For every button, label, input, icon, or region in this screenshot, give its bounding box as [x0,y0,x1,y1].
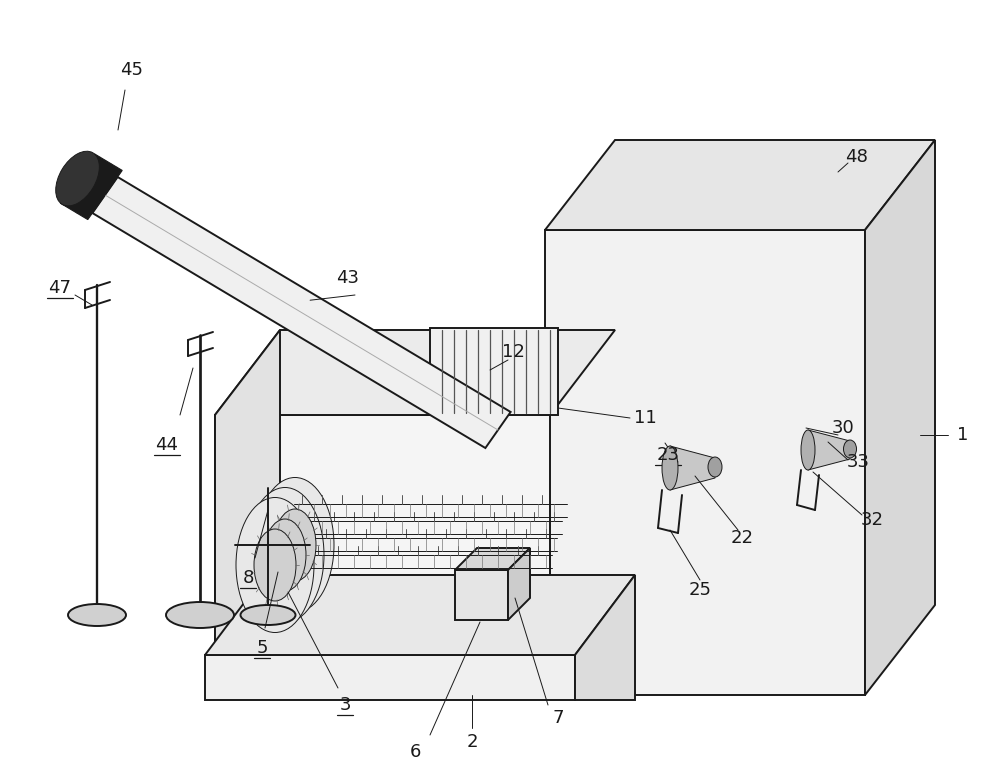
Ellipse shape [708,457,722,477]
Ellipse shape [56,151,99,206]
Text: 7: 7 [552,709,564,727]
Ellipse shape [274,509,316,581]
Text: 45: 45 [120,61,144,79]
Text: 8: 8 [242,569,254,587]
Text: 5: 5 [256,639,268,657]
Text: 6: 6 [409,743,421,761]
Ellipse shape [801,430,815,470]
Ellipse shape [264,519,306,591]
Polygon shape [575,575,635,700]
Polygon shape [430,328,558,415]
Polygon shape [545,140,935,230]
Polygon shape [508,548,530,620]
Ellipse shape [166,602,234,628]
Polygon shape [205,655,575,700]
Ellipse shape [68,604,126,626]
Ellipse shape [662,446,678,490]
Text: 44: 44 [156,436,178,454]
Polygon shape [215,330,280,695]
Ellipse shape [256,478,334,613]
Polygon shape [670,446,715,490]
Text: 48: 48 [846,148,868,166]
Polygon shape [455,570,508,620]
Text: 30: 30 [832,419,854,437]
Text: 47: 47 [48,279,72,297]
Polygon shape [92,177,511,448]
Text: 22: 22 [730,529,754,547]
Text: 11: 11 [634,409,656,427]
Ellipse shape [844,440,856,458]
Polygon shape [205,575,635,655]
Ellipse shape [246,488,324,623]
Text: 3: 3 [339,696,351,714]
Text: 43: 43 [336,269,360,287]
Polygon shape [545,230,865,695]
Polygon shape [60,154,122,219]
Polygon shape [808,430,850,470]
Text: 23: 23 [656,446,680,464]
Polygon shape [455,548,530,570]
Ellipse shape [240,605,296,625]
Polygon shape [215,330,615,415]
Ellipse shape [236,498,314,633]
Ellipse shape [254,529,296,601]
Text: 12: 12 [502,343,524,361]
Text: 1: 1 [957,426,969,444]
Text: 25: 25 [688,581,712,599]
Polygon shape [215,415,550,695]
Text: 33: 33 [846,453,870,471]
Text: 2: 2 [466,733,478,751]
Text: 32: 32 [860,511,884,529]
Polygon shape [865,140,935,695]
